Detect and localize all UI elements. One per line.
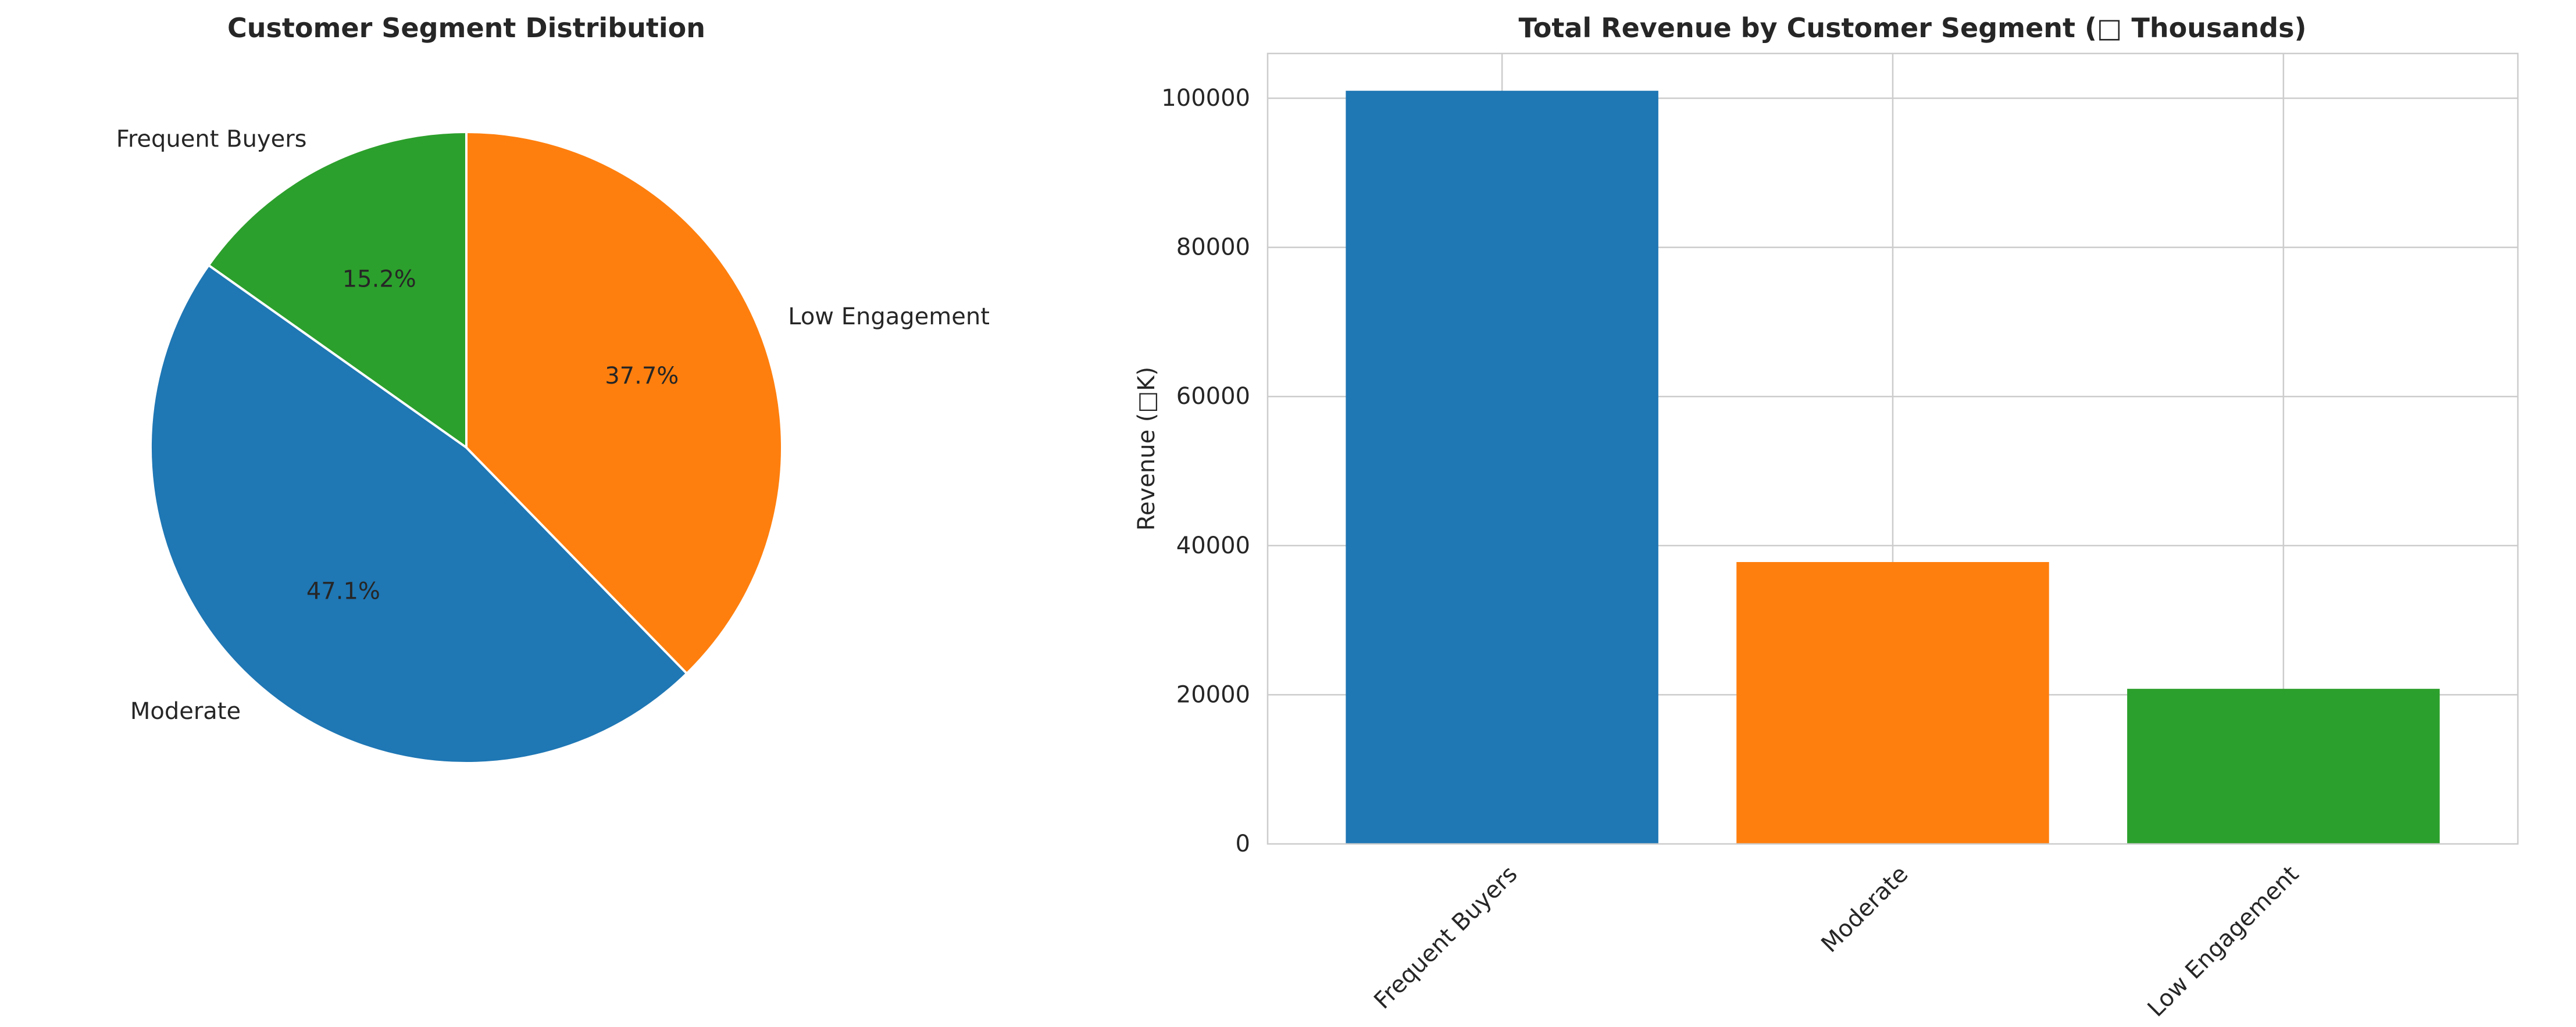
plot-frame	[1266, 52, 2519, 845]
bar-y-tick-label: 80000	[1176, 234, 1250, 261]
pie-label-low-engagement: Low Engagement	[788, 303, 990, 330]
bar-x-tick-label-moderate: Moderate	[1816, 861, 1913, 958]
bar-y-tick-label: 20000	[1176, 681, 1250, 708]
pie-label-moderate: Moderate	[130, 698, 241, 725]
bar-y-tick-label: 100000	[1161, 85, 1250, 112]
pie-chart: Customer Segment Distribution Frequent B…	[116, 12, 990, 764]
pie-slice-frequent-buyers	[207, 131, 468, 449]
pie-chart-title: Customer Segment Distribution	[227, 12, 705, 44]
pie-percent-moderate: 47.1%	[306, 578, 380, 605]
pie-label-frequent-buyers: Frequent Buyers	[116, 126, 307, 153]
pie-percent-frequent-buyers: 15.2%	[342, 266, 416, 293]
pie-slice-low-engagement	[465, 131, 783, 675]
bar-y-tick-label: 60000	[1176, 383, 1250, 410]
pie-slice-moderate	[149, 264, 688, 764]
bar-x-ticks: Frequent Buyers Moderate Low Engagement	[1369, 861, 2304, 1022]
bar-low-engagement	[2127, 689, 2440, 844]
bar-x-tick-label-frequent-buyers: Frequent Buyers	[1369, 861, 1522, 1014]
bar-frequent-buyers	[1346, 91, 1658, 844]
bar-moderate	[1736, 562, 2049, 844]
bar-y-axis-label: Revenue (□K)	[1133, 367, 1160, 531]
pie-percent-low-engagement: 37.7%	[605, 363, 679, 389]
pie-slices	[149, 131, 783, 764]
bar-y-tick-label: 0	[1236, 831, 1250, 857]
bar-bars	[1346, 91, 2440, 844]
pie-labels: Frequent Buyers 15.2% Moderate 47.1% Low Eng…	[116, 126, 990, 725]
bar-y-tick-label: 40000	[1176, 532, 1250, 559]
bar-chart-title: Total Revenue by Customer Segment (□ Tho…	[1518, 12, 2306, 44]
bar-y-ticks: 0 20000 40000 60000 80000 100000	[1161, 85, 1250, 857]
bar-chart: Total Revenue by Customer Segment (□ Tho…	[1133, 12, 2519, 1022]
bar-x-tick-label-low-engagement: Low Engagement	[2143, 861, 2304, 1022]
